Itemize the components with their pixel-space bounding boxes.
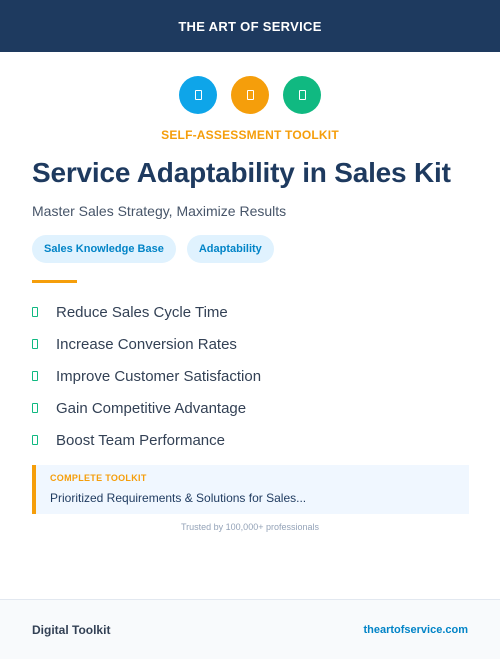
callout-text: Prioritized Requirements & Solutions for… (50, 491, 307, 505)
check-icon (32, 307, 38, 317)
tag-adaptability[interactable]: Adaptability (186, 235, 274, 263)
benefit-list: Reduce Sales Cycle Time Increase Convers… (32, 296, 261, 456)
benefit-text: Boost Team Performance (56, 431, 225, 449)
footer: Digital Toolkit theartofservice.com (0, 599, 500, 659)
page-title: Service Adaptability in Sales Kit (32, 157, 451, 188)
check-icon (32, 435, 38, 445)
list-item: Reduce Sales Cycle Time (32, 296, 261, 328)
brand-name: THE ART OF SERVICE (178, 18, 322, 34)
benefit-text: Increase Conversion Rates (56, 335, 237, 353)
list-item: Improve Customer Satisfaction (32, 360, 261, 392)
website-link[interactable]: theartofservice.com (363, 623, 468, 636)
check-icon (32, 403, 38, 413)
check-icon (32, 339, 38, 349)
list-item: Increase Conversion Rates (32, 328, 261, 360)
benefit-text: Improve Customer Satisfaction (56, 367, 262, 385)
tag-sales-knowledge-base[interactable]: Sales Knowledge Base (32, 235, 176, 263)
accent-divider (32, 280, 77, 283)
check-icon (32, 371, 38, 381)
doc-icon (179, 76, 217, 114)
tag-list: Sales Knowledge Base Adaptability (32, 235, 274, 263)
icon-row (0, 76, 500, 114)
list-item: Gain Competitive Advantage (32, 392, 261, 424)
header-bar: THE ART OF SERVICE (0, 0, 500, 52)
eyebrow-label: SELF-ASSESSMENT TOOLKIT (161, 128, 339, 142)
toolkit-callout[interactable]: COMPLETE TOOLKIT Prioritized Requirement… (32, 465, 469, 514)
trust-note: Trusted by 100,000+ professionals (180, 522, 319, 532)
doc-icon (283, 76, 321, 114)
footer-label: Digital Toolkit (32, 622, 111, 637)
callout-label: COMPLETE TOOLKIT (50, 473, 147, 483)
doc-icon (231, 76, 269, 114)
benefit-text: Gain Competitive Advantage (56, 399, 247, 417)
page-subtitle: Master Sales Strategy, Maximize Results (32, 203, 287, 219)
benefit-text: Reduce Sales Cycle Time (56, 303, 228, 321)
list-item: Boost Team Performance (32, 424, 261, 456)
